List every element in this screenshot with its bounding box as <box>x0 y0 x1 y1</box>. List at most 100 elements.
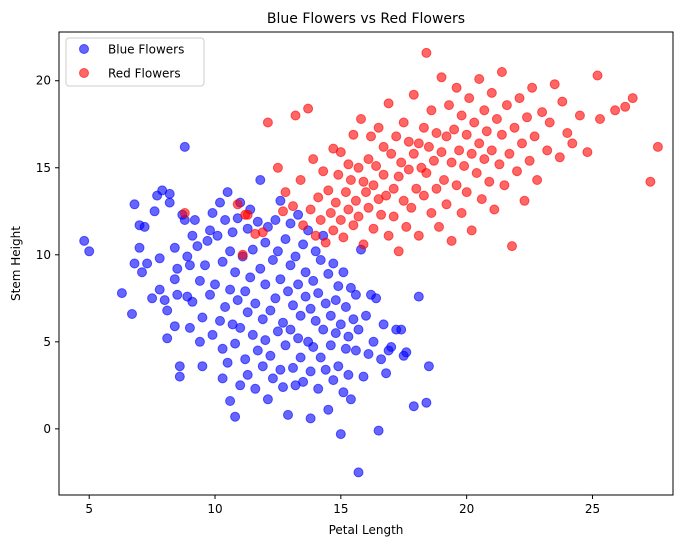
data-point <box>293 209 304 220</box>
data-point <box>313 383 324 394</box>
data-point <box>386 342 397 352</box>
data-point <box>461 187 472 198</box>
legend-marker-red <box>79 68 89 78</box>
data-point <box>554 152 565 163</box>
data-point <box>260 237 271 248</box>
data-point <box>149 206 160 217</box>
data-point <box>240 286 251 297</box>
data-point <box>129 199 140 210</box>
legend-box <box>65 37 205 87</box>
data-point <box>293 333 304 344</box>
data-point <box>179 141 190 152</box>
y-tick-label: 10 <box>36 248 51 262</box>
data-point <box>441 199 452 210</box>
data-point <box>220 215 231 225</box>
data-point <box>288 300 298 311</box>
data-point <box>446 235 457 246</box>
data-point <box>134 242 145 253</box>
data-point <box>250 298 261 309</box>
data-point <box>235 380 246 391</box>
data-point <box>348 129 359 140</box>
data-point <box>305 366 316 377</box>
data-point <box>230 267 241 278</box>
data-point <box>169 321 180 332</box>
data-point <box>461 129 472 140</box>
data-point <box>509 122 520 133</box>
data-point <box>313 288 324 299</box>
data-point <box>486 87 497 98</box>
data-point <box>247 329 258 340</box>
data-point <box>393 246 404 257</box>
data-point <box>401 221 412 232</box>
data-point <box>418 122 429 133</box>
data-point <box>363 349 374 359</box>
data-point <box>471 168 482 178</box>
data-point <box>474 74 485 84</box>
data-point <box>205 225 215 236</box>
data-point <box>242 223 253 234</box>
data-point <box>459 161 470 171</box>
data-point <box>285 324 296 335</box>
data-point <box>345 175 356 185</box>
data-point <box>330 295 341 306</box>
data-point <box>441 131 452 142</box>
data-point <box>172 289 183 300</box>
data-point <box>162 333 173 344</box>
data-point <box>537 107 548 118</box>
data-point <box>237 249 248 260</box>
data-point <box>345 394 356 405</box>
data-point <box>217 256 228 267</box>
data-point <box>328 375 339 386</box>
x-axis: 5 10 15 20 25 <box>85 495 600 516</box>
data-point <box>295 352 306 363</box>
data-point <box>298 220 309 231</box>
data-point <box>187 230 198 241</box>
data-point <box>469 117 480 128</box>
data-point <box>187 296 198 307</box>
data-point <box>391 131 402 142</box>
y-tick-label: 0 <box>43 422 51 436</box>
data-point <box>396 324 407 335</box>
data-point <box>303 103 314 114</box>
data-point <box>240 354 251 365</box>
data-point <box>272 162 283 173</box>
data-point <box>285 260 296 271</box>
data-point <box>232 295 243 306</box>
data-point <box>142 258 153 269</box>
data-point <box>217 373 228 384</box>
data-point <box>413 138 424 149</box>
data-point <box>532 175 543 185</box>
data-point <box>373 122 384 133</box>
data-point <box>371 161 382 171</box>
data-point <box>529 131 540 142</box>
data-point <box>164 197 175 208</box>
data-point <box>466 225 477 236</box>
data-point <box>376 354 387 365</box>
data-point <box>267 255 278 265</box>
data-point <box>278 382 288 393</box>
data-point <box>280 234 291 245</box>
data-point <box>242 369 253 380</box>
data-point <box>280 187 291 198</box>
data-point <box>398 117 409 128</box>
data-point <box>426 105 437 116</box>
data-point <box>315 255 326 265</box>
data-point <box>353 162 364 173</box>
data-point <box>491 114 502 124</box>
data-point <box>272 246 283 257</box>
data-point <box>496 67 507 77</box>
data-point <box>504 148 515 159</box>
y-axis-label: Stem Height <box>9 226 23 301</box>
data-point <box>366 131 376 142</box>
data-point <box>262 117 273 128</box>
data-point <box>338 387 349 398</box>
data-point <box>308 154 319 165</box>
data-point <box>270 293 281 304</box>
data-point <box>421 397 432 408</box>
data-point <box>283 286 293 297</box>
data-point <box>542 145 553 156</box>
data-point <box>582 147 593 158</box>
data-point <box>197 361 208 372</box>
data-point <box>496 129 507 140</box>
